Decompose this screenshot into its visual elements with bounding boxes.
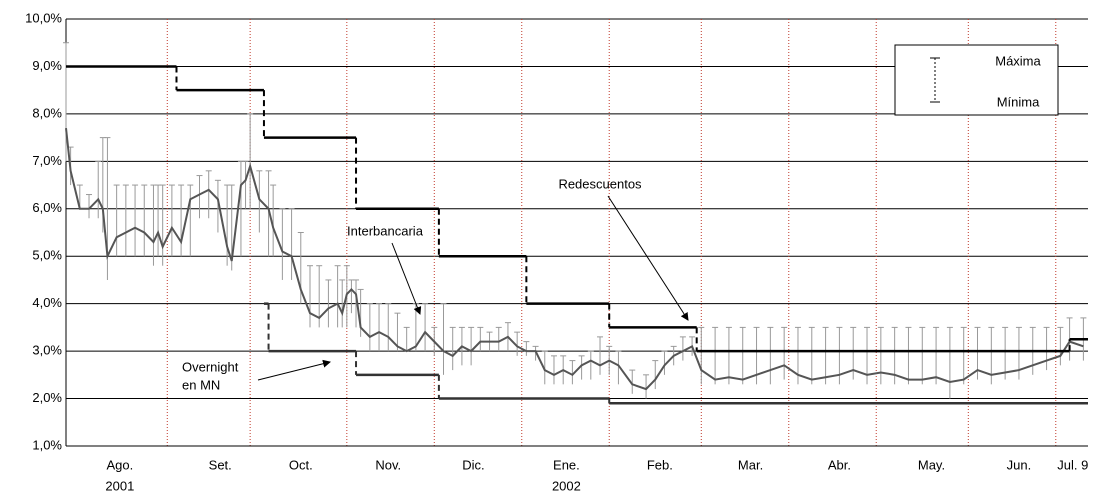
y-tick-label: 10,0% — [25, 10, 62, 25]
annotation: Interbancaria — [347, 223, 424, 238]
x-tick-label: Mar. — [738, 457, 763, 472]
series-line — [65, 128, 1084, 391]
y-tick-label: 6,0% — [32, 200, 62, 215]
x-tick-label: May. — [918, 457, 945, 472]
annotation-arrow — [607, 195, 689, 321]
grid — [65, 18, 1088, 447]
x-tick-label: Feb. — [647, 457, 673, 472]
x-tick-label: Dic. — [462, 457, 484, 472]
annotation: Overnight — [182, 359, 239, 374]
year-label: 2001 — [105, 478, 134, 493]
legend-label: Máxima — [995, 53, 1041, 68]
y-tick-label: 9,0% — [32, 58, 62, 73]
legend-label: Mínima — [997, 94, 1040, 109]
y-tick-label: 3,0% — [32, 343, 62, 358]
y-tick-label: 7,0% — [32, 153, 62, 168]
y-tick-label: 2,0% — [32, 390, 62, 405]
y-tick-label: 4,0% — [32, 295, 62, 310]
annotation: en MN — [182, 377, 220, 392]
x-tick-label: Oct. — [289, 457, 313, 472]
x-tick-label: Abr. — [828, 457, 851, 472]
y-tick-label: 1,0% — [32, 437, 62, 452]
annotation: Redescuentos — [558, 176, 642, 191]
x-tick-label: Set. — [209, 457, 232, 472]
marks — [63, 42, 1088, 405]
x-tick-label: Jul. 9 — [1057, 457, 1088, 472]
x-tick-label: Ago. — [106, 457, 133, 472]
y-tick-label: 5,0% — [32, 248, 62, 263]
annotation-arrow — [257, 359, 331, 381]
x-tick-label: Nov. — [375, 457, 401, 472]
y-tick-label: 8,0% — [32, 105, 62, 120]
annotation-arrow — [391, 242, 422, 315]
legend-box — [894, 44, 1059, 116]
year-label: 2002 — [552, 478, 581, 493]
x-tick-label: Jun. — [1007, 457, 1032, 472]
x-tick-label: Ene. — [553, 457, 580, 472]
